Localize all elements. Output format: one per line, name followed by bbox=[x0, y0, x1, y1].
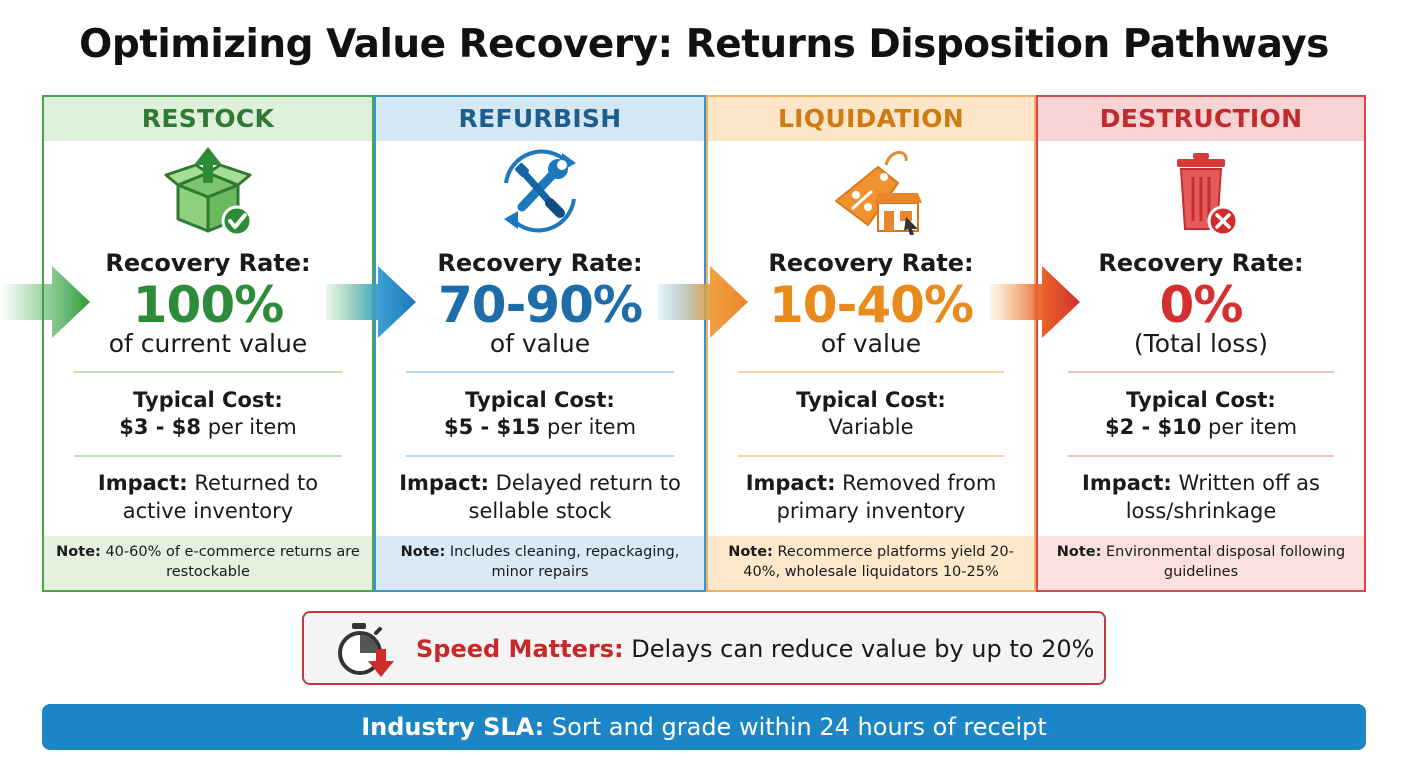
note-label: Note: bbox=[56, 544, 101, 560]
recovery-rate-label: Recovery Rate: bbox=[1098, 249, 1304, 277]
impact-text: Impact: Delayed return to sellable stock bbox=[396, 469, 684, 525]
stopwatch-down-arrow-icon bbox=[336, 619, 400, 686]
sla-label: Industry SLA: bbox=[361, 713, 545, 741]
note: Note: Includes cleaning, repackaging, mi… bbox=[376, 536, 704, 590]
note: Note: 40-60% of e-commerce returns are r… bbox=[44, 536, 372, 590]
column-restock: RESTOCK Recovery Rate: 100% of current v… bbox=[42, 95, 374, 592]
cost-amount: $5 - $15 bbox=[443, 415, 541, 439]
recovery-rate-subtext: of current value bbox=[108, 329, 308, 358]
typical-cost-value: $3 - $8 per item bbox=[44, 415, 372, 439]
impact-label: Impact: bbox=[97, 471, 188, 495]
column-heading: DESTRUCTION bbox=[1038, 97, 1364, 141]
column-heading: REFURBISH bbox=[376, 97, 704, 141]
flow-arrow-restock-to-refurbish bbox=[326, 266, 416, 338]
note-text: Recommerce platforms yield 20-40%, whole… bbox=[743, 544, 1014, 580]
speed-description: Delays can reduce value by up to 20% bbox=[623, 635, 1095, 663]
speed-label: Speed Matters: bbox=[416, 635, 624, 663]
note-text: Includes cleaning, repackaging, minor re… bbox=[445, 544, 680, 580]
cost-unit: Variable bbox=[828, 415, 914, 439]
recovery-rate-value: 100% bbox=[132, 276, 284, 334]
divider bbox=[406, 455, 674, 457]
recovery-rate-label: Recovery Rate: bbox=[768, 249, 974, 277]
cost-unit: per item bbox=[1201, 415, 1298, 439]
impact-text: Impact: Removed from primary inventory bbox=[728, 469, 1014, 525]
impact-label: Impact: bbox=[1082, 471, 1172, 495]
impact-description: Returned to active inventory bbox=[122, 471, 319, 523]
impact-description: Delayed return to sellable stock bbox=[468, 471, 681, 523]
recovery-rate-label: Recovery Rate: bbox=[105, 249, 311, 277]
note-text: 40-60% of e-commerce returns are restock… bbox=[100, 544, 360, 580]
recovery-rate-subtext: of value bbox=[489, 329, 591, 358]
recovery-rate-value: 10-40% bbox=[768, 276, 974, 334]
flow-arrow-into-restock bbox=[0, 266, 90, 338]
divider bbox=[406, 371, 674, 373]
note-text: Environmental disposal following guideli… bbox=[1101, 544, 1346, 580]
speed-matters-callout: Speed Matters: Delays can reduce value b… bbox=[302, 611, 1106, 685]
cost-amount: $2 - $10 bbox=[1104, 415, 1202, 439]
impact-description: Removed from primary inventory bbox=[776, 471, 997, 523]
recovery-rate-value: 70-90% bbox=[437, 276, 643, 334]
speed-matters-text: Speed Matters: Delays can reduce value b… bbox=[416, 635, 1094, 663]
note: Note: Recommerce platforms yield 20-40%,… bbox=[708, 536, 1034, 590]
flow-arrow-liquidation-to-destruction bbox=[990, 266, 1080, 338]
column-refurbish: REFURBISH Recovery Rate: 70-90% of value… bbox=[374, 95, 706, 592]
divider bbox=[74, 371, 342, 373]
typical-cost-value: Variable bbox=[708, 415, 1034, 439]
divider bbox=[738, 371, 1004, 373]
column-heading: RESTOCK bbox=[44, 97, 372, 141]
box-upload-check-icon bbox=[44, 145, 372, 237]
note: Note: Environmental disposal following g… bbox=[1038, 536, 1364, 590]
recovery-rate-value: 0% bbox=[1159, 276, 1244, 334]
impact-label: Impact: bbox=[745, 471, 836, 495]
page-title: Optimizing Value Recovery: Returns Dispo… bbox=[79, 22, 1329, 67]
typical-cost-value: $5 - $15 per item bbox=[376, 415, 704, 439]
column-liquidation: LIQUIDATION Recovery Rate: 10-40% of val… bbox=[706, 95, 1036, 592]
recovery-rate-label: Recovery Rate: bbox=[437, 249, 643, 277]
typical-cost-value: $2 - $10 per item bbox=[1038, 415, 1364, 439]
typical-cost-label: Typical Cost: bbox=[1126, 388, 1276, 412]
cost-unit: per item bbox=[201, 415, 297, 439]
wrench-screwdriver-cycle-icon bbox=[376, 145, 704, 237]
divider bbox=[1068, 455, 1334, 457]
typical-cost-label: Typical Cost: bbox=[465, 388, 615, 412]
note-label: Note: bbox=[728, 544, 773, 560]
sla-text: Sort and grade within 24 hours of receip… bbox=[544, 713, 1047, 741]
divider bbox=[74, 455, 342, 457]
flow-arrow-refurbish-to-liquidation bbox=[658, 266, 748, 338]
cost-amount: $3 - $8 bbox=[119, 415, 202, 439]
note-label: Note: bbox=[1056, 544, 1102, 560]
disposition-pathways: RESTOCK Recovery Rate: 100% of current v… bbox=[42, 95, 1366, 592]
price-tag-store-icon bbox=[708, 145, 1034, 237]
divider bbox=[1068, 371, 1334, 373]
impact-description: Written off as loss/shrinkage bbox=[1125, 471, 1320, 523]
trash-can-x-icon bbox=[1038, 145, 1364, 237]
industry-sla-banner: Industry SLA: Sort and grade within 24 h… bbox=[42, 704, 1366, 750]
column-destruction: DESTRUCTION Recovery Rate: 0% (Total los… bbox=[1036, 95, 1366, 592]
impact-label: Impact: bbox=[399, 471, 489, 495]
impact-text: Impact: Written off as loss/shrinkage bbox=[1058, 469, 1344, 525]
column-heading: LIQUIDATION bbox=[708, 97, 1034, 141]
typical-cost-label: Typical Cost: bbox=[133, 388, 283, 412]
cost-unit: per item bbox=[540, 415, 637, 439]
recovery-rate-subtext: (Total loss) bbox=[1133, 329, 1269, 358]
note-label: Note: bbox=[400, 544, 446, 560]
typical-cost-label: Typical Cost: bbox=[796, 388, 946, 412]
recovery-rate-subtext: of value bbox=[820, 329, 922, 358]
divider bbox=[738, 455, 1004, 457]
impact-text: Impact: Returned to active inventory bbox=[64, 469, 352, 525]
